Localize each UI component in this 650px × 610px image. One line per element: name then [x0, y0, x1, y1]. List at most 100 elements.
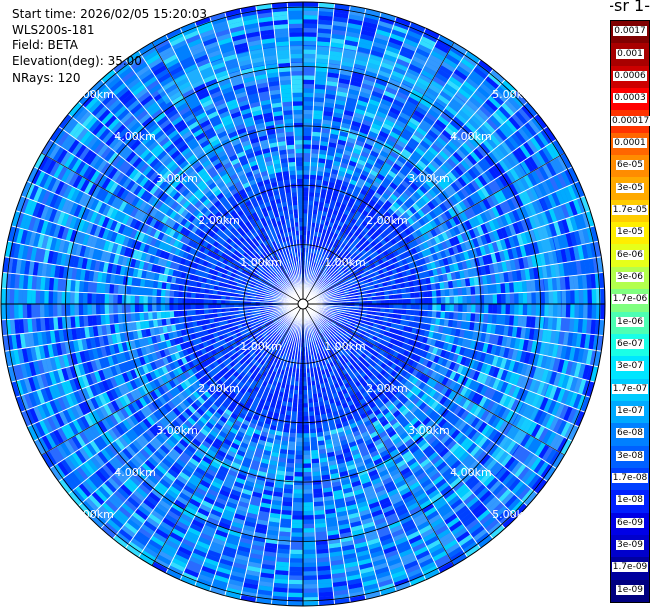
range-gate-cell — [389, 304, 394, 309]
range-gate-cell — [287, 445, 296, 451]
range-gate-cell — [360, 123, 372, 131]
range-gate-cell — [330, 168, 339, 175]
range-gate-cell — [462, 295, 467, 304]
range-gate-cell — [338, 246, 344, 252]
range-gate-cell — [303, 196, 309, 201]
range-gate-cell — [384, 49, 399, 59]
range-gate-cell — [290, 536, 303, 542]
range-gate-cell — [288, 571, 303, 576]
range-gate-cell — [350, 175, 360, 182]
range-gate-cell — [330, 37, 345, 45]
range-gate-cell — [352, 116, 363, 124]
range-gate-cell — [373, 82, 387, 91]
range-gate-cell — [432, 304, 437, 311]
range-gate-cell — [303, 247, 306, 253]
range-gate-cell — [289, 549, 303, 555]
range-gate-cell — [377, 154, 388, 163]
range-gate-cell — [423, 290, 428, 298]
range-gate-cell — [354, 167, 363, 174]
range-gate-cell — [492, 304, 498, 315]
range-gate-cell — [421, 94, 435, 105]
range-gate-cell — [347, 133, 358, 140]
range-gate-cell — [332, 116, 343, 123]
range-gate-cell — [303, 170, 310, 175]
range-gate-cell — [406, 120, 419, 131]
range-gate-cell — [316, 170, 324, 177]
range-gate-cell — [390, 102, 403, 112]
range-gate-cell — [303, 226, 308, 231]
range-gate-cell — [445, 53, 461, 66]
range-gate-cell — [303, 424, 310, 430]
range-gate-cell — [521, 280, 528, 293]
range-gate-cell — [410, 292, 416, 299]
range-gate-cell — [314, 518, 326, 524]
range-gate-cell — [426, 317, 432, 325]
range-gate-cell — [343, 44, 358, 51]
range-gate-cell — [303, 558, 317, 563]
range-gate-cell — [310, 231, 315, 236]
range-gate-cell — [346, 92, 359, 100]
range-gate-cell — [377, 106, 389, 115]
range-gate-cell — [351, 71, 365, 79]
range-gate-cell — [311, 144, 320, 150]
range-gate-cell — [313, 231, 319, 237]
range-gate-cell — [303, 528, 315, 533]
range-gate-cell — [303, 71, 316, 76]
range-gate-cell — [333, 253, 339, 259]
range-gate-cell — [289, 428, 297, 434]
range-gate-cell — [448, 311, 454, 320]
range-gate-cell — [406, 141, 418, 151]
range-gate-cell — [360, 150, 370, 159]
range-gate-cell — [303, 10, 319, 16]
range-gate-cell — [303, 66, 316, 72]
range-gate-cell — [309, 166, 318, 171]
range-gate-cell — [513, 315, 519, 327]
range-gate-cell — [285, 467, 295, 473]
range-gate-cell — [314, 75, 327, 81]
range-gate-cell — [312, 271, 316, 276]
range-gate-cell — [306, 239, 310, 244]
range-gate-cell — [453, 295, 459, 304]
range-gate-cell — [314, 522, 327, 529]
range-gate-cell — [422, 115, 435, 126]
range-gate-cell — [319, 140, 329, 147]
range-gate-cell — [352, 171, 361, 178]
range-gate-cell — [380, 165, 390, 174]
range-gate-cell — [518, 292, 524, 304]
range-gate-cell — [424, 28, 441, 39]
range-gate-cell — [343, 109, 355, 117]
range-gate-cell — [329, 133, 339, 140]
range-gate-cell — [313, 196, 320, 202]
range-gate-cell — [462, 304, 467, 313]
range-gate-cell — [303, 239, 307, 244]
range-gate-cell — [517, 315, 523, 327]
range-gate-cell — [382, 53, 398, 63]
range-gate-cell — [296, 433, 303, 438]
range-gate-cell — [350, 76, 364, 84]
range-gate-cell — [475, 294, 480, 304]
range-gate-cell — [316, 258, 321, 264]
range-gate-cell — [303, 88, 315, 93]
range-gate-cell — [322, 176, 330, 182]
range-gate-cell — [303, 252, 306, 257]
range-gate-cell — [315, 179, 323, 185]
range-gate-cell — [373, 191, 382, 200]
range-gate-cell — [591, 288, 597, 304]
range-gate-cell — [328, 181, 336, 188]
range-gate-cell — [418, 123, 430, 133]
range-gate-cell — [290, 415, 298, 421]
range-gate-cell — [337, 193, 345, 200]
range-gate-cell — [303, 200, 309, 205]
range-gate-cell — [330, 33, 346, 40]
range-gate-cell — [303, 497, 314, 503]
range-gate-cell — [306, 226, 312, 232]
range-gate-cell — [427, 290, 433, 298]
range-gate-cell — [371, 146, 382, 155]
range-gate-cell — [362, 166, 372, 174]
range-gate-cell — [357, 159, 367, 167]
range-gate-cell — [303, 161, 311, 167]
range-gate-cell — [317, 15, 334, 21]
range-gate-cell — [371, 195, 380, 203]
range-gate-cell — [322, 115, 333, 121]
range-gate-cell — [338, 166, 347, 173]
